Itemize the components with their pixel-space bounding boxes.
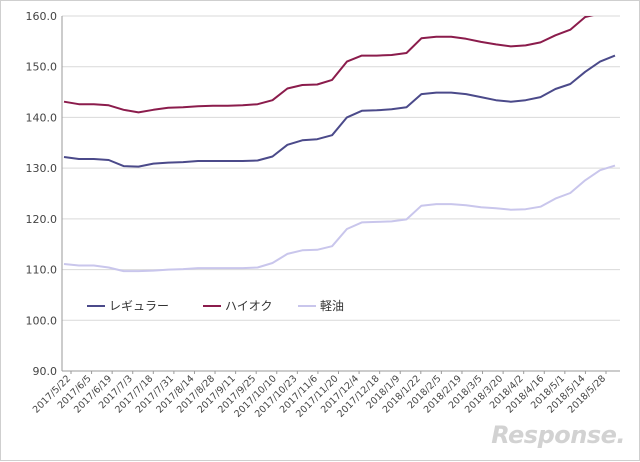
y-tick-label: 130.0 [26, 162, 58, 175]
series-line-regular [63, 54, 616, 168]
y-tick-label: 90.0 [33, 365, 58, 378]
y-tick-label: 150.0 [26, 61, 58, 74]
y-tick-label: 160.0 [26, 10, 58, 23]
series-line-high-octane [63, 16, 594, 114]
series-line-diesel [63, 164, 616, 273]
legend-label-diesel: 軽油 [320, 299, 344, 313]
legend: レギュラー ハイオク 軽油 [87, 299, 344, 313]
x-axis-tick-labels: 2017/5/222017/6/52017/6/192017/7/32017/7… [31, 373, 608, 420]
legend-label-high-octane: ハイオク [225, 299, 273, 313]
y-axis-tick-labels: 90.0 100.0 110.0 120.0 130.0 140.0 150.0 160.0 [26, 10, 58, 378]
y-tick-label: 120.0 [26, 213, 58, 226]
series-lines [63, 16, 616, 273]
watermark-text: Response. [491, 421, 625, 449]
y-tick-label: 140.0 [26, 111, 58, 124]
y-tick-label: 100.0 [26, 314, 58, 327]
axes [61, 16, 620, 374]
legend-label-regular: レギュラー [109, 299, 169, 313]
y-tick-label: 110.0 [26, 264, 58, 277]
response-watermark-logo: Response. [491, 421, 625, 449]
